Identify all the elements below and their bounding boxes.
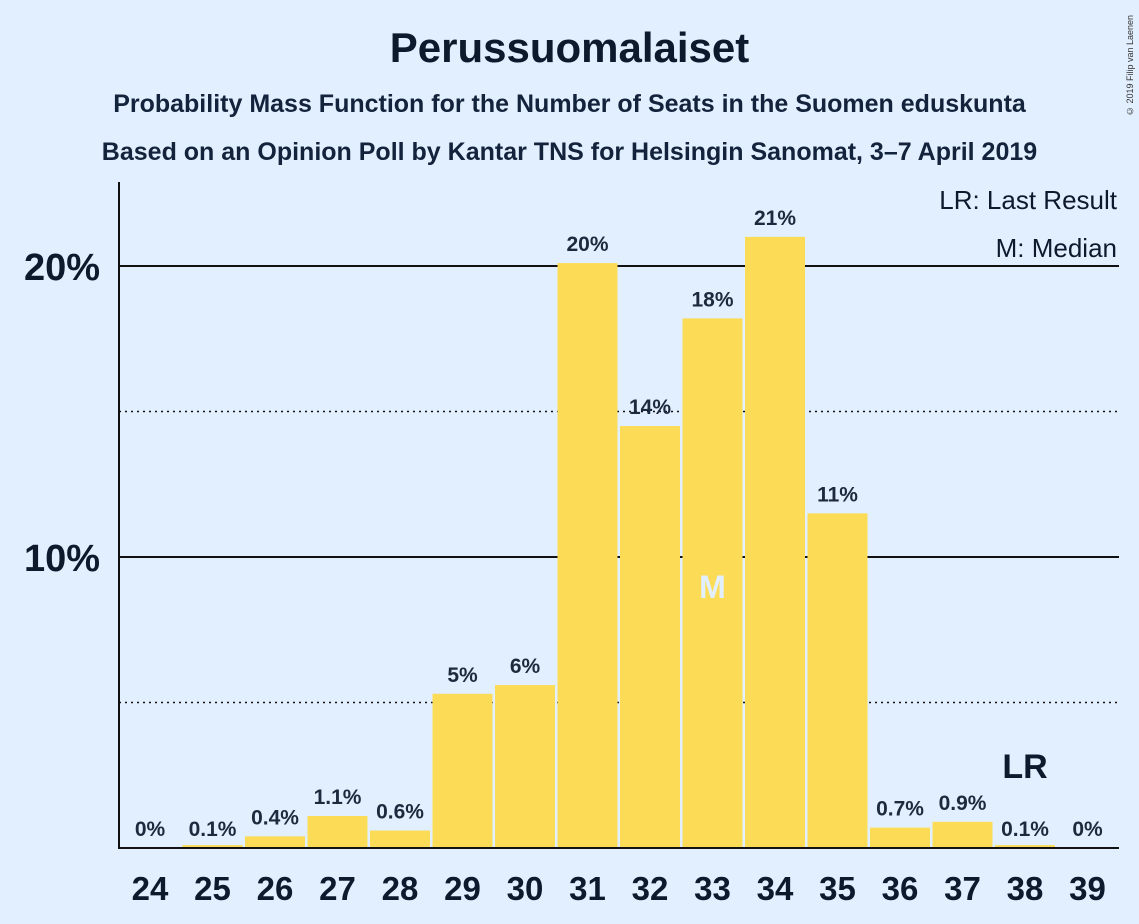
x-tick-label: 32 — [632, 870, 669, 907]
bar — [807, 513, 868, 848]
x-tick-label: 33 — [694, 870, 731, 907]
data-label: 0% — [135, 818, 166, 841]
data-label: 6% — [510, 655, 541, 678]
bar — [932, 821, 993, 848]
x-tick-label: 26 — [257, 870, 294, 907]
x-tick-label: 37 — [944, 870, 981, 907]
bar — [557, 263, 618, 849]
x-tick-label: 35 — [819, 870, 856, 907]
data-label: 0.1% — [189, 818, 237, 841]
y-tick-label: 20% — [24, 247, 100, 289]
data-label: 0% — [1072, 818, 1103, 841]
data-label: 0.1% — [1001, 818, 1049, 841]
x-tick-label: 28 — [382, 870, 419, 907]
x-tick-label: 29 — [444, 870, 481, 907]
chart-subtitle-source: Based on an Opinion Poll by Kantar TNS f… — [101, 138, 1038, 166]
x-tick-label: 34 — [757, 870, 794, 907]
bar — [182, 845, 243, 848]
bar — [682, 318, 743, 848]
x-tick-label: 27 — [319, 870, 356, 907]
last-result-marker: LR — [1002, 748, 1047, 786]
legend-median: M: Median — [996, 233, 1117, 263]
data-label: 1.1% — [314, 786, 362, 809]
x-tick-label: 38 — [1007, 870, 1044, 907]
median-marker: M — [699, 569, 726, 605]
legend-last-result: LR: Last Result — [939, 185, 1118, 215]
data-label: 5% — [447, 664, 478, 687]
chart-title: Perussuomalaiset — [389, 24, 750, 71]
bar — [495, 685, 555, 848]
x-tick-label: 39 — [1069, 870, 1106, 907]
bar — [870, 827, 930, 848]
data-label: 18% — [691, 288, 733, 311]
data-label: 0.7% — [876, 798, 924, 821]
data-label: 0.4% — [251, 806, 299, 829]
x-tick-label: 25 — [194, 870, 231, 907]
x-tick-label: 31 — [569, 870, 606, 907]
data-label: 0.6% — [376, 801, 424, 824]
x-tick-label: 36 — [882, 870, 919, 907]
y-tick-label: 10% — [24, 538, 100, 580]
data-label: 14% — [629, 396, 671, 419]
data-label: 0.9% — [939, 792, 987, 815]
bar — [370, 830, 430, 848]
data-label: 11% — [817, 483, 858, 506]
bar — [245, 836, 305, 848]
bar — [307, 815, 368, 848]
x-tick-label: 24 — [132, 870, 169, 907]
bar — [620, 426, 680, 848]
data-label: 21% — [754, 207, 796, 230]
chart-subtitle: Probability Mass Function for the Number… — [113, 90, 1026, 118]
bar — [995, 845, 1055, 848]
data-label: 20% — [566, 233, 608, 256]
x-tick-label: 30 — [507, 870, 544, 907]
bar — [745, 236, 805, 848]
bar — [432, 693, 493, 848]
